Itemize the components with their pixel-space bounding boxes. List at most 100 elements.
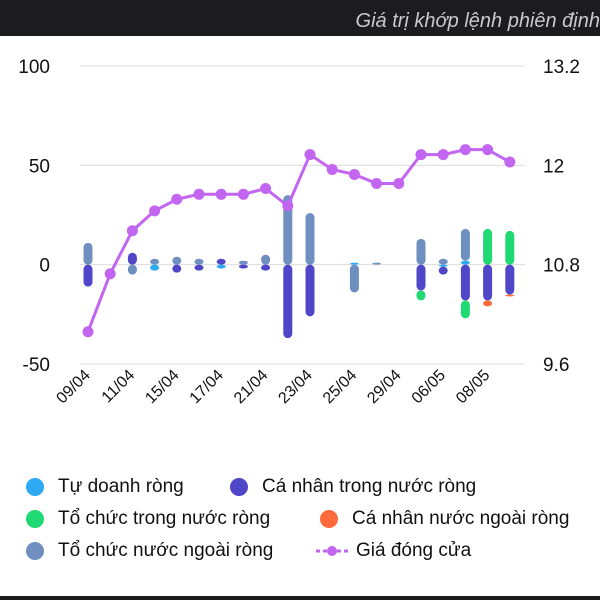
bar-4-06/05[interactable] xyxy=(438,258,448,265)
chart-card: 100 50 0 -50 13.2 12 10.8 9.6 09/04 11/04 15/04 1… xyxy=(0,36,600,596)
bar-1-22/04[interactable] xyxy=(283,264,293,339)
bar-series xyxy=(83,195,515,339)
bar-1-21/04[interactable] xyxy=(261,264,271,271)
y-right-tick-label: 12 xyxy=(543,156,564,177)
price-point-17/04[interactable] xyxy=(215,188,227,200)
x-tick-label: 17/04 xyxy=(187,367,227,407)
legend-label: Cá nhân trong nước ròng xyxy=(262,476,477,497)
price-point-22/04[interactable] xyxy=(282,200,294,212)
price-point-15/04[interactable] xyxy=(171,193,183,205)
price-point-24/04[interactable] xyxy=(326,163,338,175)
legend-label: Tự doanh ròng xyxy=(58,476,184,497)
bar-4-25/04[interactable] xyxy=(349,264,359,293)
bar-1-18/04[interactable] xyxy=(238,264,248,269)
x-tick-label: 29/04 xyxy=(364,367,404,407)
bar-3-09/05[interactable] xyxy=(505,294,515,297)
bar-4-21/04[interactable] xyxy=(261,254,271,265)
price-point-07/05[interactable] xyxy=(459,144,471,156)
bar-0-14/04[interactable] xyxy=(150,264,160,271)
price-point-29/04[interactable] xyxy=(393,178,405,190)
y-left-tick-label: 0 xyxy=(39,256,50,277)
bar-1-17/04[interactable] xyxy=(216,258,226,265)
legend-label: Tổ chức trong nước ròng xyxy=(58,508,271,529)
bar-4-14/04[interactable] xyxy=(150,258,160,265)
price-point-23/04[interactable] xyxy=(304,149,316,161)
y-left-tick-label: -50 xyxy=(23,355,50,376)
x-tick-label: 25/04 xyxy=(320,367,360,407)
price-line xyxy=(86,148,511,333)
legend-item-ca-nhan-trong-nuoc[interactable]: Cá nhân trong nước ròng xyxy=(230,476,476,498)
x-tick-label: 15/04 xyxy=(142,367,182,407)
bar-1-08/05[interactable] xyxy=(483,264,493,301)
bar-4-18/04[interactable] xyxy=(238,260,248,265)
price-point-28/04[interactable] xyxy=(371,178,383,190)
legend-label: Giá đóng cửa xyxy=(356,540,472,561)
price-point-21/04[interactable] xyxy=(260,183,272,195)
bar-0-07/05[interactable] xyxy=(460,260,470,265)
x-tick-label: 09/04 xyxy=(53,367,93,407)
price-point-05/05[interactable] xyxy=(415,149,427,161)
price-point-16/04[interactable] xyxy=(193,188,205,200)
y-right-tick-label: 10.8 xyxy=(543,256,580,277)
price-point-09/04[interactable] xyxy=(82,326,94,338)
price-point-06/05[interactable] xyxy=(437,149,449,161)
bar-0-17/04[interactable] xyxy=(216,264,226,269)
title-bar: Giá trị khớp lệnh phiên định xyxy=(0,0,600,36)
x-tick-label: 06/05 xyxy=(409,367,449,407)
bar-2-08/05[interactable] xyxy=(483,228,493,265)
legend-item-gia-dong-cua[interactable]: Giá đóng cửa xyxy=(316,540,471,562)
bar-1-23/04[interactable] xyxy=(305,264,315,317)
legend-line-icon xyxy=(316,546,348,556)
bar-1-16/04[interactable] xyxy=(194,264,204,271)
bar-1-07/05[interactable] xyxy=(460,264,470,301)
bar-1-15/04[interactable] xyxy=(172,264,182,273)
y-axis-right: 13.2 12 10.8 9.6 xyxy=(543,57,580,376)
bar-0-06/05[interactable] xyxy=(438,264,448,267)
legend-swatch xyxy=(320,510,338,528)
bar-4-15/04[interactable] xyxy=(172,256,182,265)
price-point-18/04[interactable] xyxy=(237,188,249,200)
bar-1-09/04[interactable] xyxy=(83,264,93,287)
bar-1-06/05[interactable] xyxy=(438,266,448,275)
bar-4-11/04[interactable] xyxy=(127,264,137,275)
bar-2-05/05[interactable] xyxy=(416,290,426,301)
x-axis: 09/04 11/04 15/04 17/04 21/04 23/04 25/04 29/04… xyxy=(53,367,493,407)
bar-4-28/04[interactable] xyxy=(372,262,382,265)
price-point-25/04[interactable] xyxy=(348,168,360,180)
price-point-14/04[interactable] xyxy=(149,205,161,217)
bar-4-22/04[interactable] xyxy=(283,195,293,265)
bar-1-05/05[interactable] xyxy=(416,264,426,291)
price-point-08/05[interactable] xyxy=(482,144,494,156)
x-tick-label: 11/04 xyxy=(99,367,139,407)
bar-4-05/05[interactable] xyxy=(416,238,426,265)
legend-item-ca-nhan-nuoc-ngoai[interactable]: Cá nhân nước ngoài ròng xyxy=(320,508,569,530)
bar-4-23/04[interactable] xyxy=(305,213,315,265)
bar-4-09/04[interactable] xyxy=(83,242,93,265)
legend-swatch xyxy=(26,478,44,496)
bar-4-16/04[interactable] xyxy=(194,258,204,265)
bar-4-07/05[interactable] xyxy=(460,228,470,261)
price-point-09/05[interactable] xyxy=(504,156,516,168)
legend-item-tu-doanh[interactable]: Tự doanh ròng xyxy=(26,476,184,498)
legend-item-to-chuc-nuoc-ngoai[interactable]: Tổ chức nước ngoài ròng xyxy=(26,540,273,562)
bar-2-07/05[interactable] xyxy=(460,300,470,319)
bar-0-25/04[interactable] xyxy=(349,262,359,265)
legend-swatch xyxy=(230,478,248,496)
bar-1-11/04[interactable] xyxy=(127,252,137,265)
bar-3-08/05[interactable] xyxy=(483,300,493,307)
price-point-10/04[interactable] xyxy=(104,268,116,280)
legend-swatch xyxy=(26,542,44,560)
y-left-tick-label: 100 xyxy=(18,57,50,78)
chart-title: Giá trị khớp lệnh phiên định xyxy=(355,10,600,32)
x-tick-label: 08/05 xyxy=(453,367,493,407)
price-point-11/04[interactable] xyxy=(126,225,138,237)
bar-1-09/05[interactable] xyxy=(505,264,515,295)
bar-2-09/05[interactable] xyxy=(505,230,515,265)
legend-label: Cá nhân nước ngoài ròng xyxy=(352,508,570,529)
legend-label: Tổ chức nước ngoài ròng xyxy=(58,540,274,561)
y-left-tick-label: 50 xyxy=(29,156,50,177)
legend-swatch xyxy=(26,510,44,528)
legend-item-to-chuc-trong-nuoc[interactable]: Tổ chức trong nước ròng xyxy=(26,508,270,530)
